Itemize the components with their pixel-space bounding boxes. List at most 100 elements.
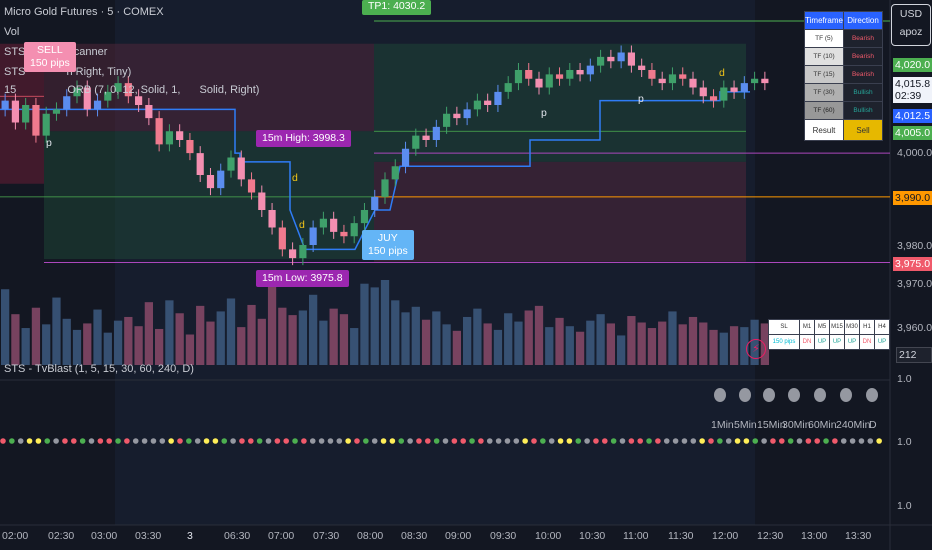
marker-d: d: [292, 172, 298, 184]
candle-body: [237, 157, 245, 180]
time-label: 12:30: [757, 530, 784, 542]
tf-circle-240min: [840, 388, 852, 402]
volume-bar: [237, 327, 246, 365]
candle-body: [319, 218, 327, 228]
signal-dot: [177, 438, 183, 444]
buy-signal-tag: JUY 150 pips: [362, 230, 414, 260]
signal-dot: [62, 438, 68, 444]
candle-body: [289, 249, 297, 259]
candle-body: [401, 148, 410, 167]
volume-bar: [617, 335, 626, 365]
signal-dot: [283, 438, 290, 444]
signal-dot: [504, 438, 511, 444]
mtf-m30-value: UP: [844, 334, 860, 350]
orb-box-buy-zone: [374, 43, 746, 162]
signal-dot: [460, 438, 467, 444]
candle-body: [309, 227, 317, 245]
candle-body: [566, 70, 574, 79]
volume-bar: [52, 297, 61, 365]
time-label: 03:30: [135, 530, 162, 542]
mtf-sl-value: 150 pips: [768, 334, 800, 350]
volume-bar: [401, 312, 410, 365]
volume-bar: [360, 283, 369, 365]
time-label: 12:00: [712, 530, 739, 542]
marker-d-2: d: [299, 219, 305, 231]
scanner-dir-30: Bullish: [843, 83, 883, 102]
volume-bar: [606, 323, 615, 365]
signal-dot: [840, 438, 847, 444]
signal-dot: [637, 438, 643, 444]
time-label: 08:30: [401, 530, 428, 542]
volume-bar: [339, 314, 349, 365]
candle-body: [668, 74, 677, 84]
tf-circle-1min: [714, 388, 726, 402]
sts-scanner-indicator[interactable]: STS Scanner: [4, 46, 107, 58]
volume-bar: [534, 305, 544, 365]
candle-body: [1, 100, 9, 110]
signal-dot: [44, 438, 51, 444]
mtf-h4-value: UP: [874, 334, 890, 350]
candle-body: [340, 231, 348, 237]
orb-indicator[interactable]: 15 ORB (7, 0, 12, Solid, 1, Solid, Right…: [4, 84, 259, 96]
signal-dot: [858, 438, 865, 444]
orb-settings-2: Solid, Right): [199, 84, 260, 96]
volume-bar: [1, 289, 10, 365]
candle-body: [32, 105, 40, 136]
signal-dot: [389, 438, 396, 444]
volume-bar: [83, 323, 92, 365]
scanner-dir-10: Bearish: [843, 47, 883, 66]
marker-p-3: p: [638, 93, 644, 105]
signal-dot: [26, 438, 33, 444]
candle-body: [740, 83, 748, 92]
signal-dot: [115, 438, 121, 444]
candle-body: [330, 218, 338, 232]
tf-label-240min: 240Min: [836, 419, 871, 431]
candles: [1, 45, 769, 266]
volume-bar: [452, 330, 461, 365]
volume-bar: [216, 311, 225, 365]
signal-dot: [655, 438, 661, 444]
candle-body: [627, 52, 635, 66]
volume-bar: [647, 328, 657, 365]
candle-body: [145, 105, 153, 119]
vol-indicator[interactable]: Vol: [4, 26, 20, 38]
signal-dot: [796, 438, 803, 444]
volume-bar: [678, 324, 687, 365]
volume-bar: [637, 322, 646, 365]
currency-selector[interactable]: USD apoz: [891, 4, 931, 46]
signal-dot: [256, 438, 263, 444]
lower-pane-title[interactable]: STS - TvBlast (1, 5, 15, 30, 60, 240, D): [4, 363, 194, 375]
volume-bar: [473, 308, 482, 365]
scanner-header-timeframe: Timeframe: [804, 11, 844, 30]
signal-dot: [593, 438, 599, 444]
candle-body: [371, 196, 379, 210]
volume-bar: [575, 331, 585, 365]
symbol-title[interactable]: Micro Gold Futures · 5 · COMEX: [4, 6, 164, 18]
time-label: 06:30: [224, 530, 251, 542]
signal-dot: [566, 438, 573, 444]
lightning-icon[interactable]: ⚡: [746, 339, 766, 359]
scanner-tf-15: TF (15): [804, 65, 844, 84]
price-tick-3960: 3,960.0: [897, 322, 932, 334]
marker-p: p: [46, 137, 52, 149]
sts-second-indicator[interactable]: STS n Right, Tiny): [4, 66, 131, 78]
scanner-table: Timeframe Direction TF (5) Bearish TF (1…: [804, 11, 883, 141]
scanner-tf-10: TF (10): [804, 47, 844, 66]
candle-body: [504, 83, 512, 92]
signal-dot: [849, 438, 856, 444]
scanner-dir-15: Bearish: [843, 65, 883, 84]
volume-bar: [329, 308, 338, 365]
volume-bar: [113, 320, 123, 365]
candle-body: [730, 87, 738, 92]
scanner-result-value: Sell: [843, 119, 883, 141]
volume-bar: [134, 326, 143, 365]
volume-bar: [21, 328, 30, 365]
candle-body: [83, 87, 91, 110]
marker-p-2: p: [541, 107, 547, 119]
signal-dot: [575, 438, 582, 444]
signal-dot: [770, 438, 776, 444]
candle-body: [463, 109, 471, 119]
time-label: 09:30: [490, 530, 517, 542]
tf-label-1min: 1Min: [711, 419, 734, 431]
